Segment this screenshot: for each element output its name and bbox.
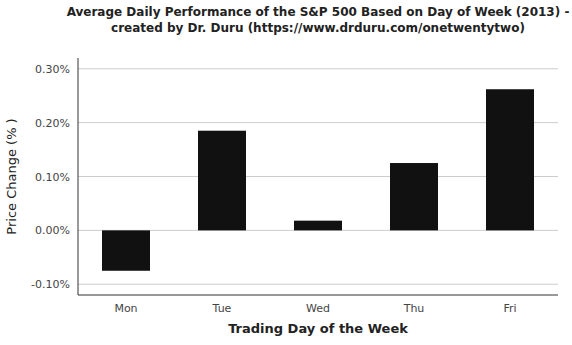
bar: [294, 221, 342, 231]
bar: [486, 89, 534, 230]
bar: [102, 230, 150, 270]
y-axis-line: [78, 58, 79, 295]
x-axis-label: Trading Day of the Week: [228, 321, 408, 336]
y-tick-label: 0.00%: [35, 224, 70, 237]
chart-container: Average Daily Performance of the S&P 500…: [0, 0, 572, 345]
grid-line: [78, 68, 558, 69]
chart: Average Daily Performance of the S&P 500…: [0, 0, 572, 345]
grid-line: [78, 284, 558, 285]
title-line: created by Dr. Duru (https://www.drduru.…: [111, 21, 525, 35]
x-axis-line: [78, 295, 558, 296]
grid: [78, 69, 558, 284]
x-tick-labels: Mon Tue Wed Thu Fri: [114, 302, 516, 315]
bars: [102, 89, 534, 271]
bar: [198, 131, 246, 231]
x-tick-label: Wed: [306, 302, 330, 315]
x-tick-label: Tue: [212, 302, 232, 315]
y-tick-label: 0.20%: [35, 117, 70, 130]
bar: [390, 163, 438, 230]
x-tick-label: Mon: [114, 302, 137, 315]
y-tick-labels: -0.10% 0.00% 0.10% 0.20% 0.30%: [31, 63, 70, 291]
x-tick-label: Thu: [403, 302, 425, 315]
y-tick-label: -0.10%: [31, 278, 70, 291]
title-line: Average Daily Performance of the S&P 500…: [67, 5, 570, 19]
page: {"chart_data": {"type": "bar", "title": …: [0, 0, 572, 345]
y-tick-label: 0.10%: [35, 171, 70, 184]
x-tick-label: Fri: [503, 302, 516, 315]
title: Average Daily Performance of the S&P 500…: [67, 5, 570, 35]
y-axis-label: Price Change (% ): [4, 118, 19, 234]
y-tick-label: 0.30%: [35, 63, 70, 76]
